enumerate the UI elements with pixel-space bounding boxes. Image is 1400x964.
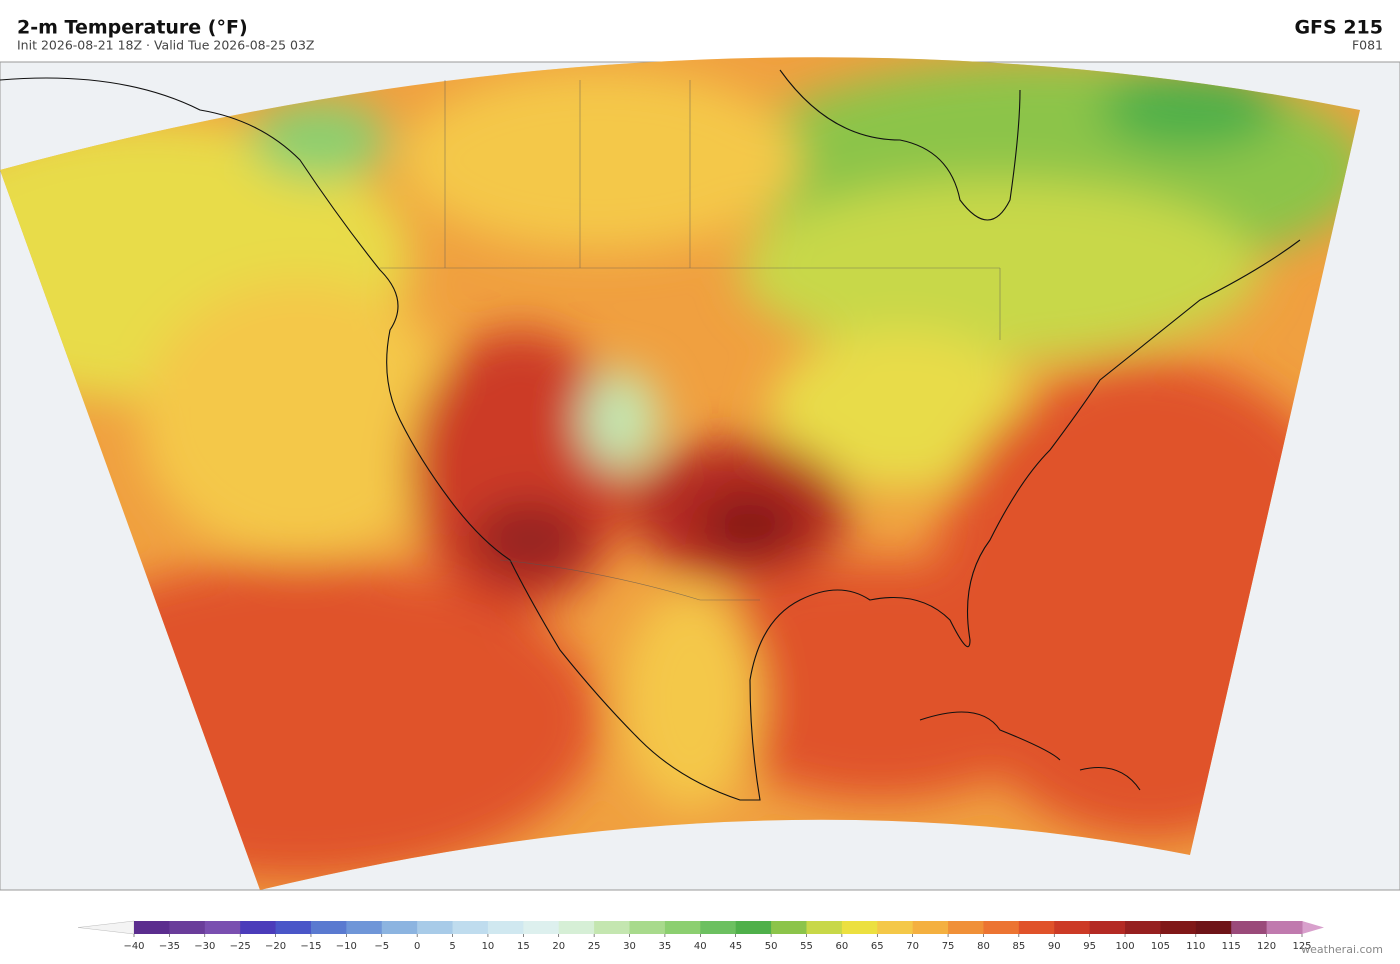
- colorbar-swatch: [771, 921, 807, 934]
- colorbar-tick-label: −10: [336, 941, 357, 952]
- colorbar-swatch: [912, 921, 949, 934]
- colorbar-tick-label: 75: [942, 941, 955, 952]
- colorbar-swatch: [1125, 921, 1161, 934]
- colorbar-swatch: [523, 921, 560, 934]
- colorbar-tick-label: −5: [374, 941, 389, 952]
- colorbar-swatch: [664, 921, 701, 934]
- colorbar-tick-label: −40: [123, 941, 144, 952]
- colorbar-swatch: [452, 921, 489, 934]
- colorbar-swatch: [806, 921, 843, 934]
- colorbar-swatch: [594, 921, 631, 934]
- colorbar-swatch: [169, 921, 206, 934]
- colorbar-tick-label: 100: [1115, 941, 1134, 952]
- colorbar-swatch: [1018, 921, 1055, 934]
- colorbar-swatch: [877, 921, 914, 934]
- colorbar-tick-label: 30: [623, 941, 636, 952]
- colorbar-tick-label: 25: [588, 941, 601, 952]
- colorbar-tick-label: 120: [1257, 941, 1276, 952]
- caribbean-islands: [919, 711, 1141, 791]
- colorbar-tick-label: 15: [517, 941, 530, 952]
- colorbar-tick-label: −15: [300, 941, 321, 952]
- colorbar-tick-label: −25: [230, 941, 251, 952]
- colorbar-swatch: [1195, 921, 1232, 934]
- colorbar-tick-label: 45: [729, 941, 742, 952]
- colorbar-tick-label: 0: [414, 941, 420, 952]
- colorbar-tick-label: 65: [871, 941, 884, 952]
- colorbar-swatch: [948, 921, 984, 934]
- colorbar-swatch: [735, 921, 772, 934]
- colorbar-swatch: [310, 921, 347, 934]
- colorbar-tick-label: 90: [1048, 941, 1061, 952]
- colorbar-tick-label: 20: [552, 941, 565, 952]
- colorbar-swatch: [1089, 921, 1126, 934]
- colorbar-tick-label: 60: [836, 941, 849, 952]
- colorbar-tick-label: 55: [800, 941, 813, 952]
- map-subtitle: Init 2026-08-21 18Z · Valid Tue 2026-08-…: [17, 38, 314, 53]
- colorbar-swatch: [983, 921, 1020, 934]
- hudson-bay-coast: [779, 69, 1021, 221]
- colorbar-swatch: [346, 921, 383, 934]
- colorbar-extend-high: [1302, 921, 1324, 934]
- colorbar-tick-label: −20: [265, 941, 286, 952]
- colorbar-tick-label: −30: [194, 941, 215, 952]
- colorbar-tick-label: 35: [659, 941, 672, 952]
- colorbar-swatch: [1160, 921, 1197, 934]
- coastline: [0, 77, 1301, 801]
- colorbar-swatch: [134, 921, 170, 934]
- colorbar-swatch: [1231, 921, 1268, 934]
- colorbar-swatch: [381, 921, 418, 934]
- colorbar-swatch: [841, 921, 878, 934]
- colorbar-tick-label: 105: [1151, 941, 1170, 952]
- colorbar-tick-label: 125: [1292, 941, 1311, 952]
- credit: weatherai.com: [1301, 943, 1383, 956]
- colorbar-tick-label: 85: [1012, 941, 1025, 952]
- colorbar-swatch: [1054, 921, 1091, 934]
- map: [0, 57, 1400, 891]
- colorbar-tick-label: 70: [906, 941, 919, 952]
- colorbar-extend-low: [77, 920, 135, 935]
- colorbar-swatch: [487, 921, 524, 934]
- colorbar-swatch: [1266, 921, 1303, 934]
- political-borders: [380, 80, 1001, 601]
- colorbar-tick-label: 40: [694, 941, 707, 952]
- colorbar-tick-label: 115: [1222, 941, 1241, 952]
- colorbar-swatch: [700, 921, 737, 934]
- map-title: 2-m Temperature (°F): [17, 17, 248, 39]
- colorbar-tick-label: 5: [449, 941, 455, 952]
- colorbar-swatch: [204, 921, 241, 934]
- colorbar-tick-label: 80: [977, 941, 990, 952]
- colorbar-swatch: [629, 921, 666, 934]
- colorbar: −40 −35 −30 −25 −20 −15 −10 −5 0 5 10 15 20 25 30 35 40 4…: [77, 920, 1324, 952]
- colorbar-tick-label: −35: [159, 941, 180, 952]
- colorbar-tick-label: 10: [482, 941, 495, 952]
- model-label: GFS 215: [1294, 17, 1383, 39]
- colorbar-swatch: [558, 921, 595, 934]
- colorbar-swatch: [240, 921, 277, 934]
- colorbar-tick-label: 110: [1186, 941, 1205, 952]
- colorbar-swatch: [417, 921, 454, 934]
- colorbar-tick-label: 95: [1083, 941, 1096, 952]
- forecast-hour: F081: [1352, 38, 1383, 53]
- colorbar-tick-label: 50: [765, 941, 778, 952]
- colorbar-swatch: [275, 921, 312, 934]
